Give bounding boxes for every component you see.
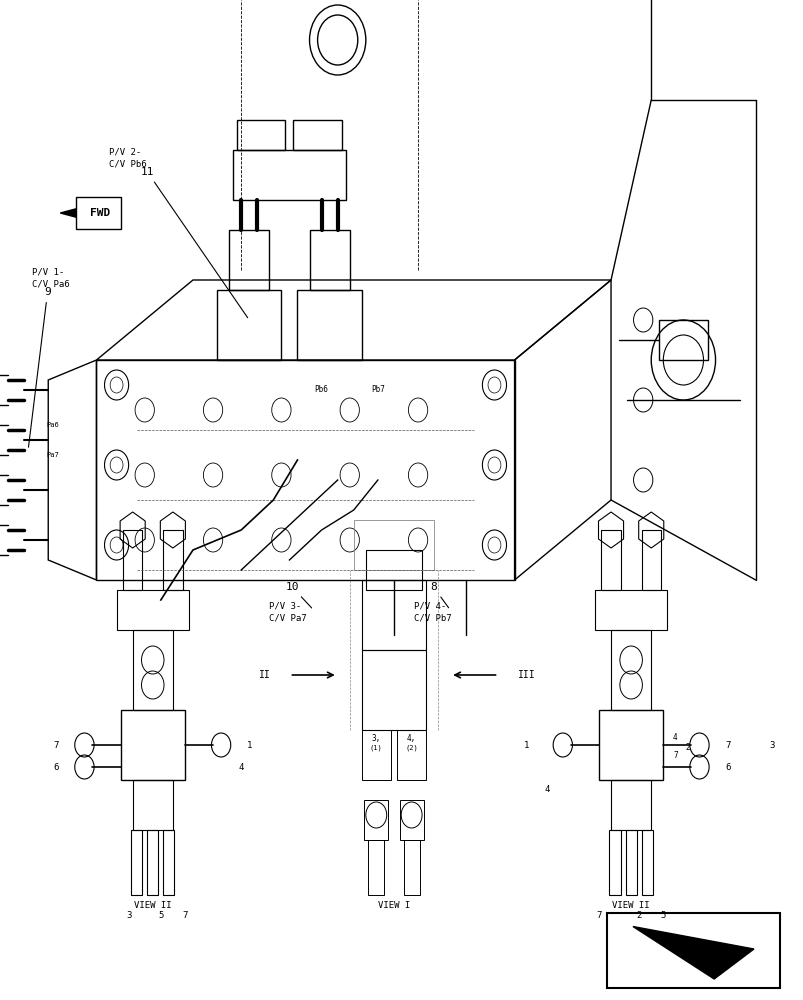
Text: 4: 4 <box>672 734 677 742</box>
Circle shape <box>110 537 123 553</box>
Text: P/V 3-: P/V 3- <box>269 601 301 610</box>
Text: 5: 5 <box>158 910 163 920</box>
Text: 1: 1 <box>247 740 251 750</box>
Text: VIEW I: VIEW I <box>377 900 410 910</box>
Circle shape <box>487 377 500 393</box>
Bar <box>641 830 652 895</box>
Bar <box>361 580 426 650</box>
Text: 7: 7 <box>182 910 187 920</box>
Text: P/V 2-: P/V 2- <box>108 147 141 156</box>
Text: VIEW II: VIEW II <box>612 900 649 910</box>
Bar <box>131 830 142 895</box>
Bar <box>606 913 779 988</box>
Polygon shape <box>60 198 116 228</box>
Text: 3: 3 <box>126 910 131 920</box>
Text: 4,: 4, <box>406 734 416 742</box>
Bar <box>147 830 158 895</box>
Bar <box>229 230 269 290</box>
Text: 7: 7 <box>672 752 677 760</box>
Bar <box>132 780 173 830</box>
Bar <box>233 150 345 200</box>
Bar <box>610 780 650 830</box>
Bar <box>594 590 666 630</box>
Text: C/V Pb6: C/V Pb6 <box>108 159 146 168</box>
Bar <box>609 830 620 895</box>
Text: FWD: FWD <box>89 208 110 218</box>
Text: 4: 4 <box>238 762 243 772</box>
Text: 3,: 3, <box>371 734 381 742</box>
Bar <box>237 120 285 150</box>
Text: II: II <box>259 670 271 680</box>
Text: 4: 4 <box>544 786 548 794</box>
Text: 2: 2 <box>684 742 689 752</box>
Text: VIEW II: VIEW II <box>134 900 171 910</box>
Text: 8: 8 <box>430 582 448 608</box>
Bar <box>368 840 384 895</box>
Bar <box>309 230 349 290</box>
Text: 6: 6 <box>724 762 729 772</box>
Text: 3: 3 <box>768 740 773 750</box>
Text: III: III <box>517 670 535 680</box>
Text: Pa7: Pa7 <box>46 452 59 458</box>
Circle shape <box>110 457 123 473</box>
Bar <box>353 520 434 570</box>
Text: Pa6: Pa6 <box>46 422 59 428</box>
Text: 6: 6 <box>54 762 59 772</box>
Bar <box>399 800 423 840</box>
Text: (1): (1) <box>369 745 382 751</box>
Bar <box>217 290 281 360</box>
Bar <box>397 730 426 780</box>
Text: 7: 7 <box>724 740 729 750</box>
Circle shape <box>487 457 500 473</box>
Bar <box>132 630 173 710</box>
Bar <box>365 550 422 590</box>
Bar <box>641 530 660 590</box>
Text: C/V Pa7: C/V Pa7 <box>269 613 307 622</box>
Bar <box>297 290 361 360</box>
Text: 2: 2 <box>636 910 641 920</box>
Bar <box>163 830 174 895</box>
Circle shape <box>110 377 123 393</box>
Bar <box>601 530 620 590</box>
Bar <box>658 320 707 360</box>
Bar <box>361 730 390 780</box>
Text: 10: 10 <box>285 582 312 608</box>
Text: 11: 11 <box>141 167 247 318</box>
Text: 9: 9 <box>28 287 51 447</box>
Text: P/V 4-: P/V 4- <box>414 601 446 610</box>
Bar <box>163 530 182 590</box>
Text: P/V 1-: P/V 1- <box>32 267 64 276</box>
Bar <box>123 530 142 590</box>
Bar <box>610 630 650 710</box>
Bar <box>293 120 341 150</box>
Bar <box>120 710 185 780</box>
Text: 1: 1 <box>524 740 528 750</box>
Text: C/V Pa6: C/V Pa6 <box>32 279 70 288</box>
Text: Pb7: Pb7 <box>370 385 385 394</box>
Text: C/V Pb7: C/V Pb7 <box>414 613 451 622</box>
Text: 5: 5 <box>660 910 665 920</box>
Bar <box>364 800 388 840</box>
Text: Pb6: Pb6 <box>314 385 328 394</box>
Text: (2): (2) <box>405 745 418 751</box>
Bar <box>625 830 636 895</box>
Bar <box>403 840 419 895</box>
Bar <box>598 710 662 780</box>
Polygon shape <box>632 926 753 979</box>
Circle shape <box>487 537 500 553</box>
Bar <box>116 590 189 630</box>
Bar <box>361 650 426 730</box>
Text: 7: 7 <box>596 910 601 920</box>
FancyBboxPatch shape <box>76 197 120 229</box>
Text: 7: 7 <box>54 740 59 750</box>
